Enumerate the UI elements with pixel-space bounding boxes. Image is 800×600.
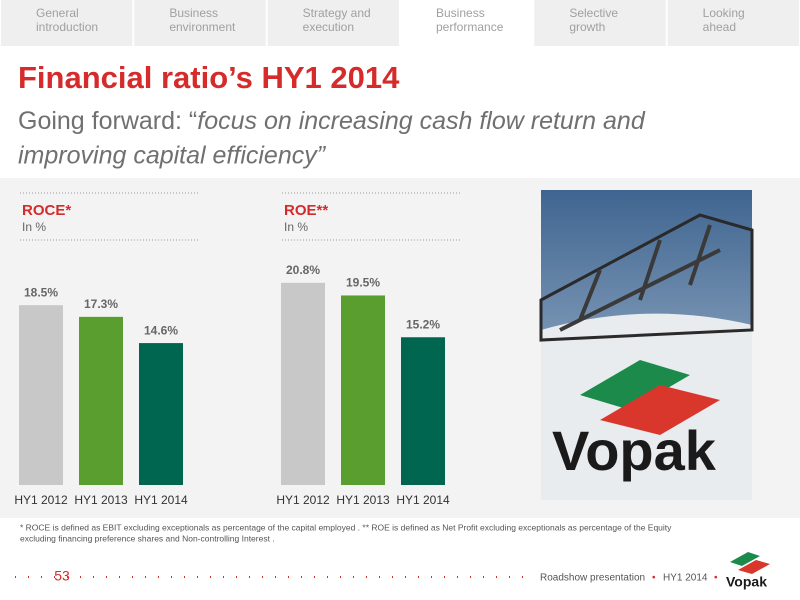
- photo-structure: [539, 213, 754, 342]
- value-label: 15.2%: [406, 317, 440, 331]
- nav-tab-label: Selective: [569, 6, 618, 20]
- chart-title: ROCE*: [22, 202, 71, 219]
- nav: GeneralintroductionBusinessenvironmentSt…: [1, 0, 799, 46]
- nav-tab: [134, 0, 266, 46]
- nav-tab-label: execution: [303, 20, 354, 34]
- nav-tab-label: environment: [169, 20, 236, 34]
- nav-tab-label: growth: [569, 20, 605, 34]
- x-tick-label: HY1 2014: [396, 493, 450, 507]
- bar: [19, 305, 63, 485]
- nav-tab-label: Looking: [703, 6, 745, 20]
- nav-tab-label: ahead: [703, 20, 736, 34]
- photo-logo-red: [600, 385, 720, 435]
- footnote: excluding financing preference shares an…: [20, 533, 275, 543]
- footer-bullet: •: [714, 573, 718, 584]
- slide-title: Financial ratio’s HY1 2014: [18, 60, 400, 95]
- footer-logo-green: [730, 552, 760, 566]
- x-tick-label: HY1 2013: [336, 493, 390, 507]
- value-label: 18.5%: [24, 285, 58, 299]
- footer-bullet: •: [652, 573, 656, 584]
- nav-tab-label: General: [36, 6, 79, 20]
- chart-title: ROE**: [284, 202, 328, 219]
- bar: [79, 316, 123, 485]
- bar: [281, 282, 325, 485]
- nav-tab: [534, 0, 666, 46]
- chart-subtitle: In %: [284, 220, 308, 234]
- x-tick-label: HY1 2014: [134, 493, 188, 507]
- x-tick-label: HY1 2013: [74, 493, 128, 507]
- footer-logo-red: [738, 560, 770, 574]
- value-label: 20.8%: [286, 263, 320, 277]
- nav-tab-label: Strategy and: [303, 6, 371, 20]
- nav-tab-label: introduction: [36, 20, 98, 34]
- nav-tab: [1, 0, 133, 46]
- footer-period: HY1 2014: [663, 573, 708, 584]
- photo-structure: [559, 224, 721, 332]
- photo: Vopak: [539, 190, 754, 500]
- nav-tab: [267, 0, 399, 46]
- nav-tab: [401, 0, 533, 46]
- bar: [341, 295, 385, 485]
- subtitle: Going forward: “focus on increasing cash…: [18, 107, 646, 135]
- bar: [401, 337, 445, 485]
- footer-logo: Vopak: [726, 574, 767, 590]
- nav-tab-label: performance: [436, 20, 504, 34]
- page-number: 53: [54, 568, 70, 584]
- nav-tab: [667, 0, 799, 46]
- x-tick-label: HY1 2012: [276, 493, 330, 507]
- subtitle-italic: focus on increasing cash flow return and: [197, 107, 646, 135]
- photo-logo-text: Vopak: [552, 419, 717, 482]
- value-label: 19.5%: [346, 276, 380, 290]
- x-tick-label: HY1 2012: [14, 493, 68, 507]
- footer-text: Roadshow presentation: [540, 573, 645, 584]
- footnote: * ROCE is defined as EBIT excluding exce…: [20, 522, 672, 532]
- chart-subtitle: In %: [22, 220, 46, 234]
- nav-tab-label: Business: [169, 6, 218, 20]
- nav-tab-label: Business: [436, 6, 485, 20]
- subtitle-italic: improving capital efficiency”: [18, 142, 327, 170]
- bar: [139, 343, 183, 485]
- photo-logo-green: [580, 360, 690, 410]
- subtitle-plain: Going forward: “: [18, 107, 197, 135]
- value-label: 17.3%: [84, 297, 118, 311]
- value-label: 14.6%: [144, 323, 178, 337]
